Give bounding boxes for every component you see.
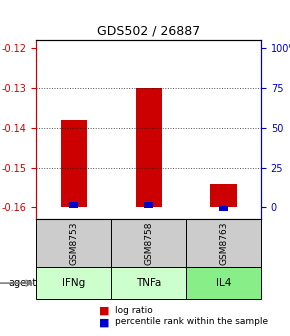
Text: ■: ■ xyxy=(99,317,110,327)
FancyBboxPatch shape xyxy=(111,267,186,299)
Text: GSM8763: GSM8763 xyxy=(219,221,228,265)
Bar xyxy=(219,206,228,211)
FancyBboxPatch shape xyxy=(186,219,261,267)
Text: ■: ■ xyxy=(99,306,110,316)
Bar xyxy=(135,88,162,208)
FancyBboxPatch shape xyxy=(111,219,186,267)
Bar xyxy=(211,183,237,208)
Text: IFNg: IFNg xyxy=(62,278,85,288)
Text: IL4: IL4 xyxy=(216,278,231,288)
Bar xyxy=(144,202,153,208)
FancyBboxPatch shape xyxy=(186,267,261,299)
Text: log ratio: log ratio xyxy=(115,306,153,315)
Text: GSM8753: GSM8753 xyxy=(69,221,78,265)
Text: agent: agent xyxy=(8,278,36,288)
Text: GSM8758: GSM8758 xyxy=(144,221,153,265)
FancyBboxPatch shape xyxy=(36,267,111,299)
Text: TNFa: TNFa xyxy=(136,278,161,288)
FancyBboxPatch shape xyxy=(36,219,111,267)
Text: percentile rank within the sample: percentile rank within the sample xyxy=(115,317,268,326)
Bar xyxy=(61,120,87,208)
Bar xyxy=(69,202,78,208)
Title: GDS502 / 26887: GDS502 / 26887 xyxy=(97,25,200,38)
